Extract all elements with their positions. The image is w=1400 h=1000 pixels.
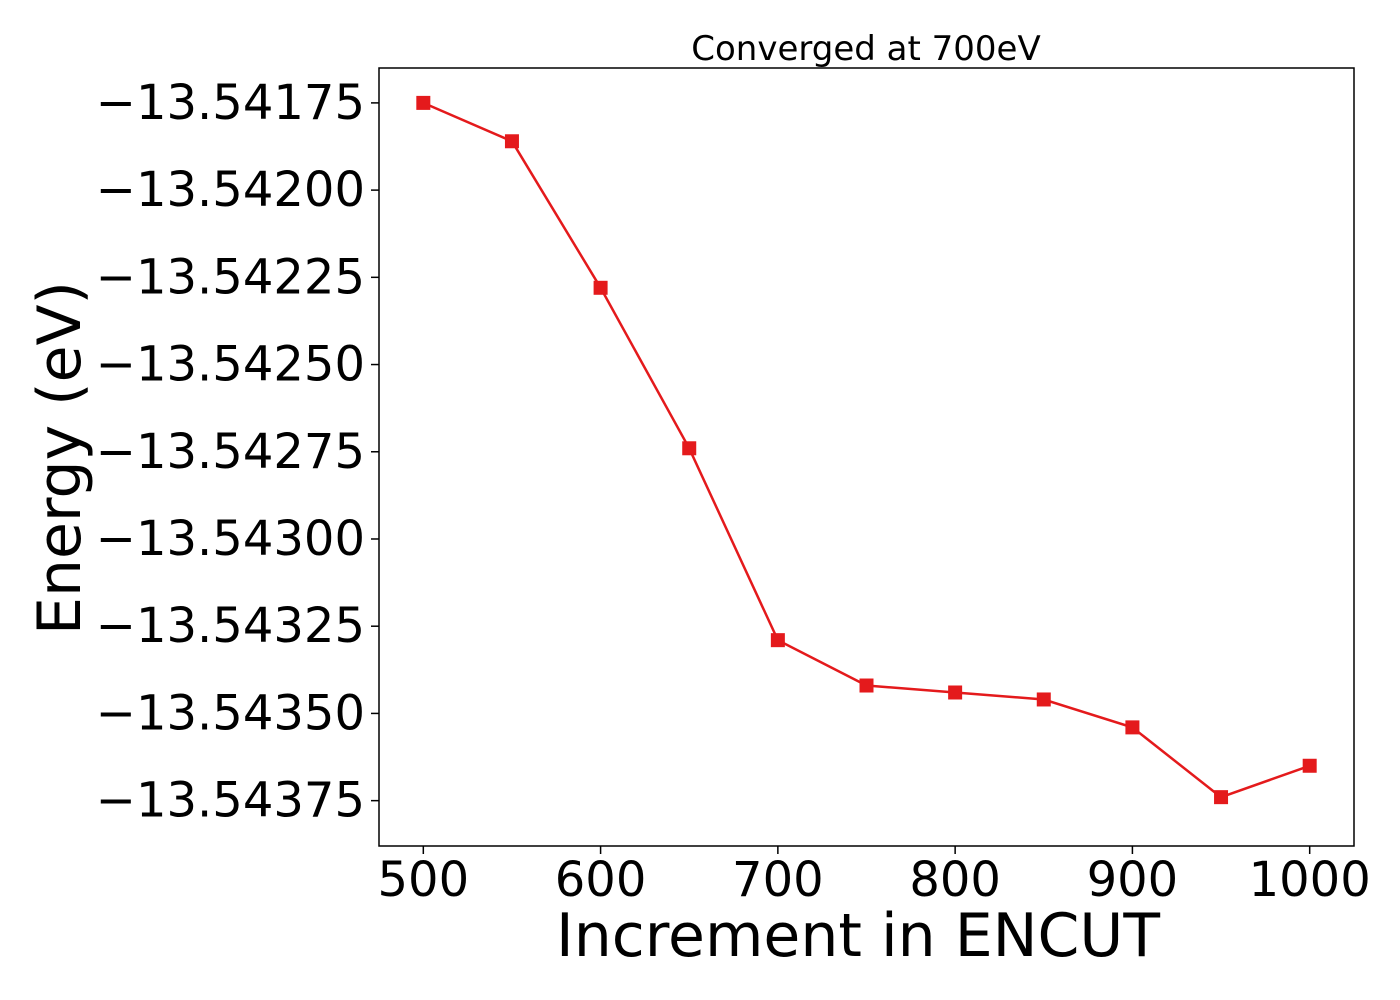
data-point xyxy=(593,280,608,295)
data-point xyxy=(416,95,431,110)
data-point xyxy=(770,633,785,648)
x-tick-label: 600 xyxy=(555,852,647,908)
x-tick-label: 1000 xyxy=(1249,852,1371,908)
data-point xyxy=(1214,790,1229,805)
data-point xyxy=(504,134,519,149)
y-axis-label: Energy (eV) xyxy=(25,281,95,635)
data-point xyxy=(1036,692,1051,707)
data-point xyxy=(859,678,874,693)
y-tick-label: −13.54350 xyxy=(96,685,365,741)
y-tick-label: −13.54225 xyxy=(96,249,365,305)
y-tick-label: −13.54325 xyxy=(96,598,365,654)
y-tick-label: −13.54200 xyxy=(96,162,365,218)
x-tick-label: 500 xyxy=(378,852,470,908)
series-line xyxy=(422,101,1311,799)
x-tick-label: 700 xyxy=(732,852,824,908)
data-point xyxy=(948,685,963,700)
y-tick-label: −13.54275 xyxy=(96,424,365,480)
x-axis: 500 600 700 800 900 1000 xyxy=(378,846,1371,908)
x-tick-label: 800 xyxy=(909,852,1001,908)
series-layer xyxy=(416,95,1317,805)
y-tick-label: −13.54175 xyxy=(96,75,365,131)
y-tick-label: −13.54375 xyxy=(96,773,365,829)
plot-area xyxy=(378,67,1355,847)
data-point xyxy=(682,441,697,456)
y-tick-label: −13.54300 xyxy=(96,511,365,567)
data-point xyxy=(1302,758,1317,773)
x-tick-label: 900 xyxy=(1087,852,1179,908)
x-axis-label: Increment in ENCUT xyxy=(556,901,1160,971)
data-point xyxy=(1125,720,1140,735)
y-tick-label: −13.54250 xyxy=(96,337,365,393)
chart-title: Converged at 700eV xyxy=(691,29,1040,69)
y-axis: −13.54175 −13.54200 −13.54225 −13.54250 −13.… xyxy=(96,75,379,829)
